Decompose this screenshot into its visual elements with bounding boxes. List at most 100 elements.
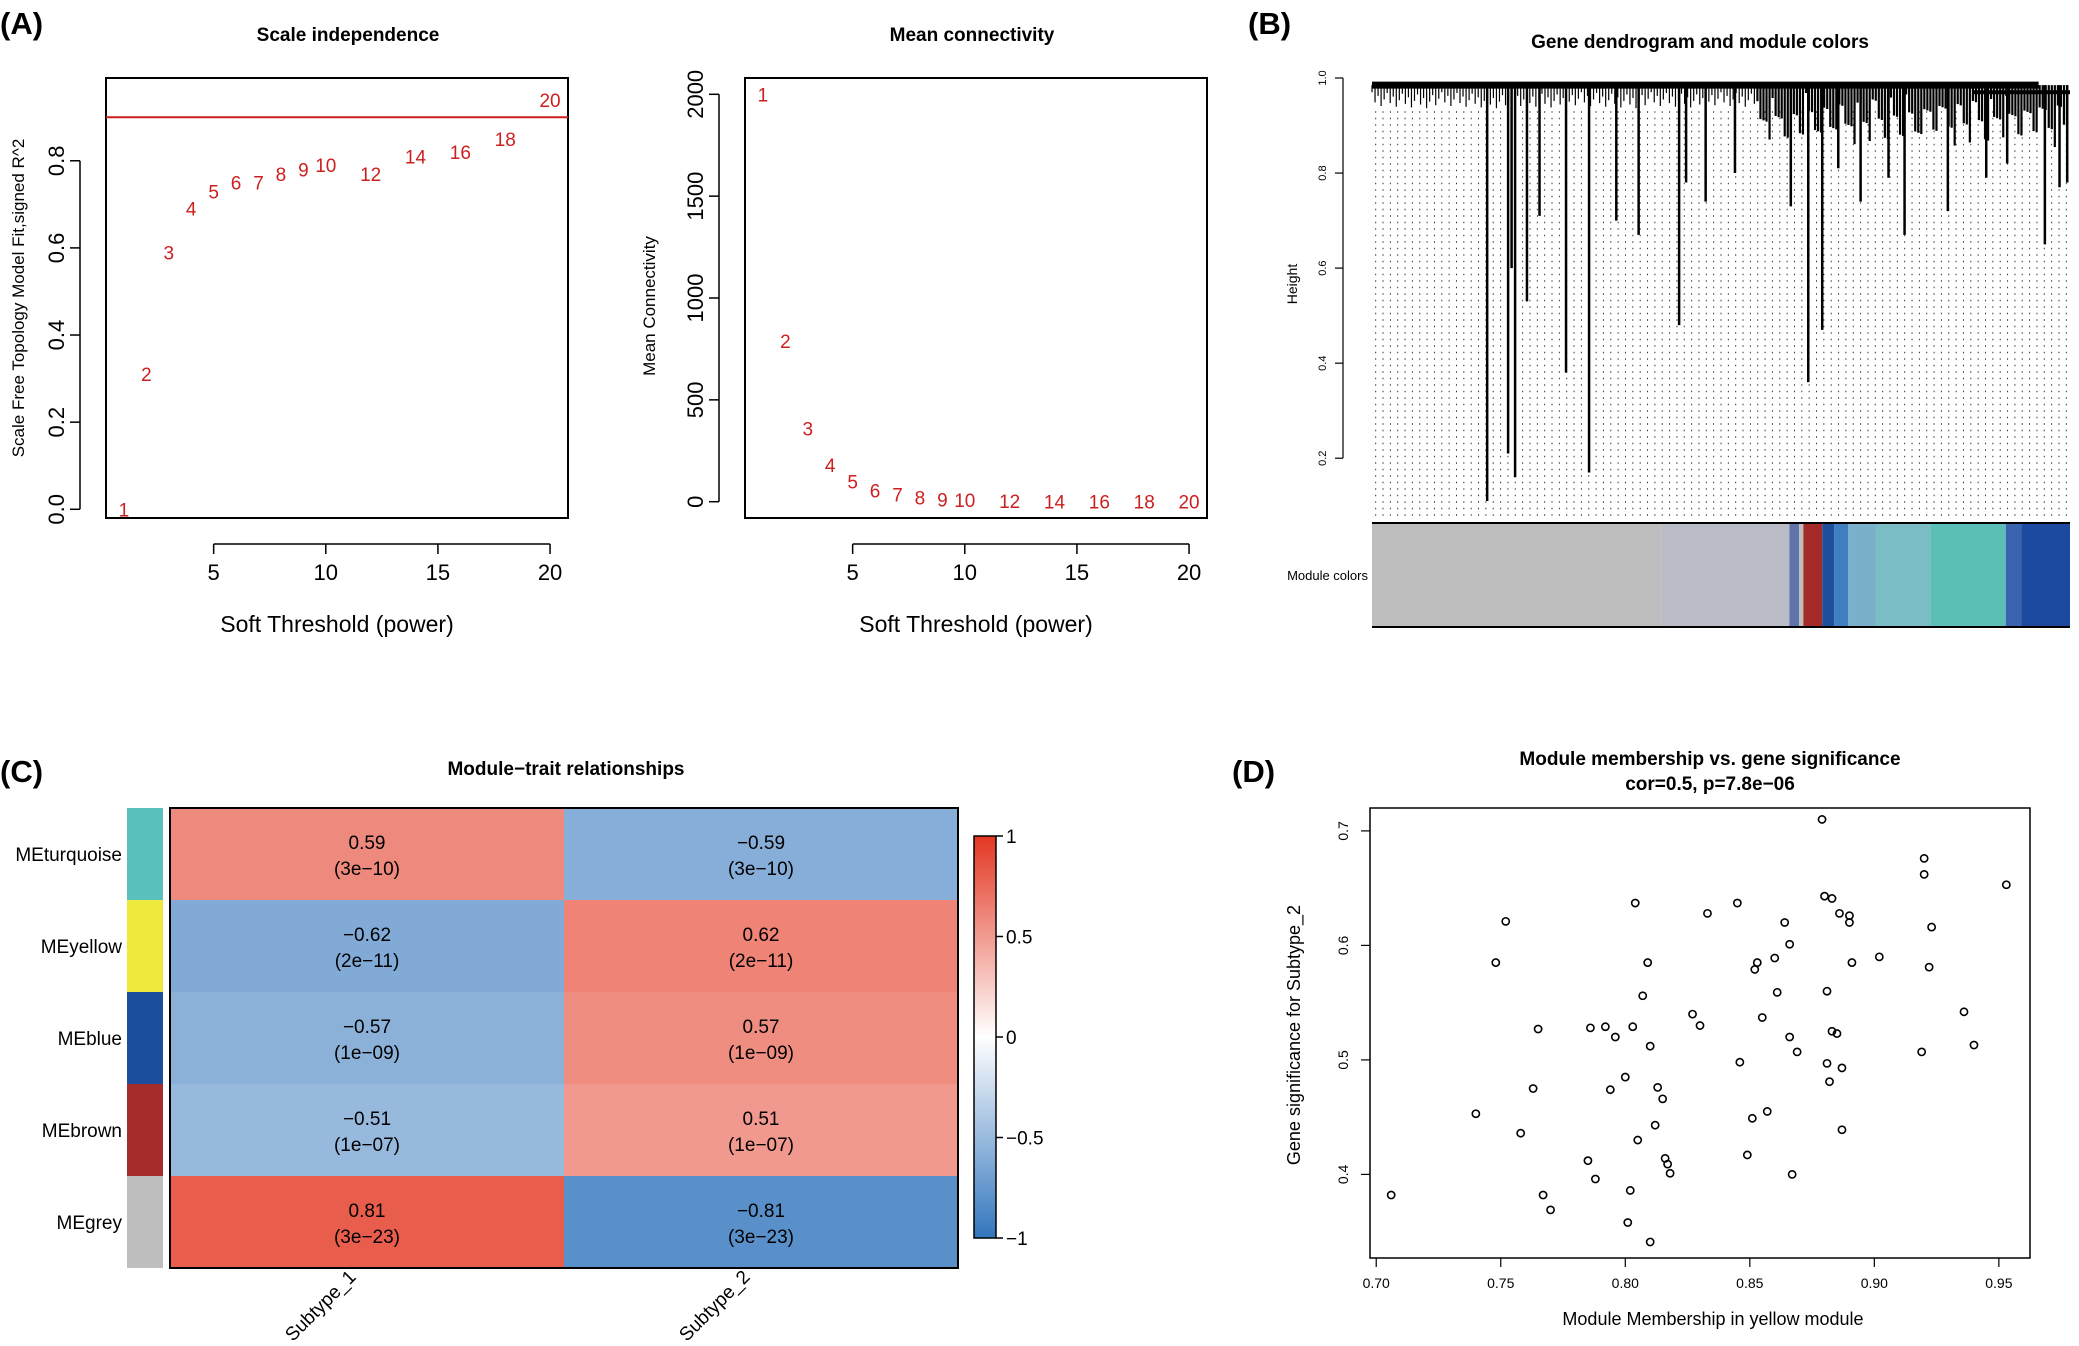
mm-gs-point — [1735, 1057, 1745, 1067]
scale-independence-y-tick-label: 0.4 — [44, 320, 69, 351]
mm-gs-point — [1762, 1107, 1772, 1116]
mm-gs-point — [1752, 958, 1762, 967]
mm-gs-point — [1969, 1040, 1979, 1050]
mean-connectivity-point-label: 10 — [954, 491, 975, 512]
scale-independence-point-label: 7 — [253, 174, 264, 195]
scale-independence-y-tick-label: 0.6 — [44, 233, 69, 264]
mean-connectivity-point-label: 16 — [1089, 493, 1110, 514]
mean-connectivity-point-label: 14 — [1044, 492, 1066, 513]
module-color-segment — [1875, 523, 1931, 627]
heatmap-cell-value: 0.59 — [349, 833, 386, 854]
mm-gs-x-tick-label: 0.95 — [1985, 1275, 2012, 1291]
mm-gs-point — [1658, 1094, 1668, 1104]
mm-gs-point — [1605, 1085, 1615, 1095]
dendrogram-y-tick-label: 0.6 — [1317, 260, 1329, 275]
heatmap-cell-pvalue: (3e−23) — [334, 1227, 400, 1248]
mm-gs-point — [1772, 987, 1782, 997]
mm-gs-point — [1650, 1120, 1660, 1130]
heatmap-color-legend — [973, 835, 997, 1239]
mm-gs-point — [2001, 880, 2011, 890]
mm-gs-point — [1924, 962, 1934, 972]
scale-independence-point-label: 6 — [231, 174, 242, 195]
mm-gs-point — [1827, 1026, 1837, 1036]
mm-gs-point — [1919, 853, 1929, 863]
mm-gs-x-label: Module Membership in yellow module — [1562, 1309, 1863, 1329]
mm-gs-point — [1625, 1186, 1635, 1195]
mm-gs-point — [1586, 1023, 1595, 1033]
panel-label-c: (C) — [0, 754, 43, 789]
mm-gs-point — [1620, 1072, 1630, 1082]
heatmap-cell-pvalue: (3e−10) — [334, 859, 400, 880]
mm-gs-point — [1501, 916, 1511, 926]
mm-gs-point — [1959, 1007, 1969, 1017]
mm-gs-point — [1919, 870, 1929, 879]
heatmap-cell-value: −0.57 — [343, 1017, 391, 1038]
heatmap-cell — [564, 1084, 958, 1176]
mm-gs-y-tick-label: 0.7 — [1335, 821, 1351, 841]
mm-gs-scatter: Module membership vs. gene significance … — [1284, 749, 2031, 1329]
mean-connectivity-point-label: 7 — [892, 486, 903, 507]
mean-connectivity-plot: Mean connectivity 5 10 15 20050010001500200… — [640, 25, 1208, 637]
heatmap-cell-value: −0.51 — [343, 1109, 391, 1130]
mm-gs-x-tick-label: 0.70 — [1363, 1275, 1390, 1291]
heatmap-border — [169, 807, 959, 1269]
mm-gs-point — [1927, 922, 1937, 932]
module-row-label: MEyellow — [41, 937, 123, 958]
mm-gs-point — [1847, 958, 1857, 967]
mean-connectivity-point-label: 20 — [1178, 493, 1199, 514]
mm-gs-point — [1645, 1237, 1655, 1247]
mm-gs-point — [1780, 918, 1790, 927]
scale-independence-point-label: 16 — [450, 143, 471, 164]
mm-gs-point — [1732, 898, 1742, 908]
scale-independence-point-label: 20 — [539, 91, 560, 112]
legend-tick-label: −0.5 — [1006, 1129, 1044, 1150]
module-color-segment — [1822, 523, 1835, 627]
mean-connectivity-point-label: 1 — [758, 85, 769, 106]
heatmap-cell — [564, 992, 958, 1084]
heatmap-cell — [170, 808, 564, 900]
module-color-segment — [2021, 523, 2070, 627]
heatmap-cell-pvalue: (1e−09) — [728, 1043, 794, 1064]
mean-connectivity-plot-box — [744, 77, 1208, 519]
mm-gs-point — [1491, 958, 1501, 967]
legend-tick-label: 1 — [1006, 827, 1017, 848]
dendrogram-y-tick-label: 0.8 — [1317, 165, 1329, 180]
mm-gs-y-label: Gene significance for Subtype_2 — [1284, 905, 1305, 1165]
mm-gs-point — [1528, 1084, 1538, 1093]
mm-gs-point — [1837, 1125, 1847, 1135]
module-row-label: MEgrey — [57, 1213, 123, 1234]
mean-connectivity-y-label: Mean Connectivity — [640, 236, 659, 376]
heatmap-cell-pvalue: (1e−07) — [728, 1135, 794, 1156]
mm-gs-point — [1610, 1032, 1620, 1042]
heatmap-cell-pvalue: (3e−23) — [728, 1227, 794, 1248]
heatmap-cell-pvalue: (1e−07) — [334, 1135, 400, 1156]
mm-gs-title: Module membership vs. gene significance — [1519, 749, 1900, 770]
scale-independence-x-tick-label: 15 — [426, 560, 450, 585]
mm-gs-point — [1688, 1009, 1697, 1019]
module-color-segment — [1372, 523, 1662, 627]
mean-connectivity-y-tick-label: 1000 — [683, 274, 708, 323]
mm-gs-point — [1742, 1150, 1752, 1160]
scale-independence-x-tick-label: 10 — [314, 560, 338, 585]
mm-gs-subtitle: cor=0.5, p=7.8e−06 — [1625, 774, 1795, 795]
mean-connectivity-x-tick-label: 20 — [1177, 560, 1201, 585]
scale-independence-point-label: 4 — [186, 200, 197, 221]
mean-connectivity-point-label: 9 — [937, 490, 948, 511]
mm-gs-point — [1817, 815, 1827, 824]
mean-connectivity-point-label: 2 — [780, 332, 791, 353]
heatmap-cell-value: −0.62 — [343, 925, 391, 946]
mm-gs-point — [1703, 908, 1712, 918]
module-color-segment — [2005, 523, 2022, 627]
scale-independence-point-label: 2 — [141, 365, 152, 386]
scale-independence-point-label: 8 — [276, 165, 287, 186]
mean-connectivity-point-label: 8 — [915, 489, 926, 510]
module-trait-title: Module−trait relationships — [447, 759, 684, 780]
scale-independence-plot-box — [105, 77, 569, 519]
mm-gs-point — [1386, 1190, 1396, 1200]
mm-gs-point — [1623, 1218, 1633, 1227]
mm-gs-x-tick-label: 0.90 — [1861, 1275, 1888, 1291]
heatmap-cell-value: 0.81 — [349, 1201, 386, 1222]
module-color-swatch — [127, 900, 163, 992]
mm-gs-point — [1665, 1168, 1675, 1178]
